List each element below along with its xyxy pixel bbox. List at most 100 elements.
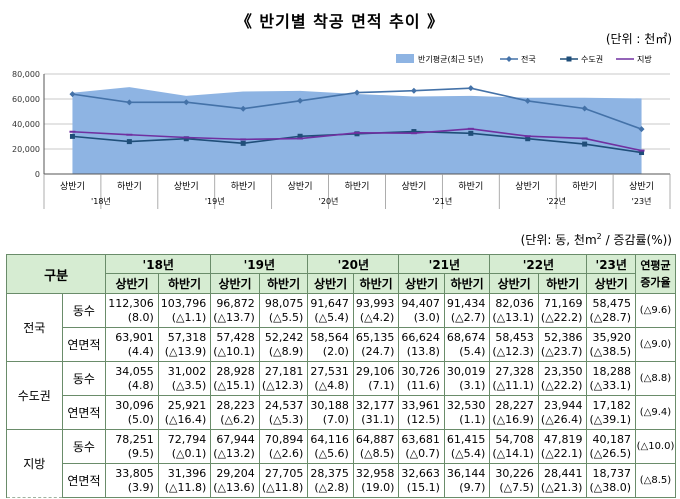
value-cell: 78,251 (9.5): [105, 429, 159, 464]
value-cell: 68,674 (5.4): [443, 327, 491, 362]
value-cell: 65,135 (24.7): [352, 327, 400, 362]
cell-rate: (△22.1): [540, 446, 583, 460]
data-point: [126, 99, 133, 106]
cell-rate: (△13.1): [492, 310, 534, 324]
cell-rate: (△13.2): [213, 446, 255, 460]
cell-rate: (△0.7): [405, 446, 440, 460]
cell-value: 58,564: [310, 330, 349, 344]
value-cell: 52,386 (△23.7): [537, 327, 588, 362]
cagr-cell: (△9.6): [635, 293, 676, 328]
cell-value: 91,647: [310, 296, 349, 310]
data-point: [240, 140, 246, 146]
value-cell: 30,188 (7.0): [307, 395, 354, 430]
value-cell: 72,794 (△0.1): [157, 429, 212, 464]
cell-value: 17,182: [592, 398, 632, 412]
cell-rate: (△26.4): [540, 412, 583, 426]
value-cell: 58,564 (2.0): [307, 327, 354, 362]
metric-label: 연면적: [61, 395, 107, 430]
cell-value: 54,708: [495, 432, 534, 446]
header-year: '23년: [586, 254, 636, 274]
cell-value: 91,434: [446, 296, 486, 310]
cell-rate: (△3.5): [171, 378, 207, 392]
value-cell: 61,415 (△5.4): [443, 429, 491, 464]
value-cell: 66,624 (13.8): [398, 327, 445, 362]
value-cell: 64,116 (△5.6): [307, 429, 354, 464]
value-cell: 29,106 (7.1): [352, 361, 400, 396]
cell-rate: (△16.4): [164, 412, 207, 426]
header-half: 상반기: [398, 273, 445, 294]
value-cell: 28,227 (△16.9): [489, 395, 539, 430]
value-cell: 32,530 (1.1): [443, 395, 491, 430]
metric-label: 동수: [61, 429, 107, 464]
value-cell: 32,663 (15.1): [398, 463, 445, 498]
header-gubun: 구분: [5, 254, 107, 294]
cell-value: 94,407: [401, 296, 440, 310]
data-point: [183, 136, 189, 142]
cell-value: 29,204: [216, 466, 255, 480]
cell-value: 68,674: [446, 330, 486, 344]
metric-label: 연면적: [61, 327, 107, 362]
table-body: 전국 동수 112,306 (8.0) 103,796 (△1.1) 96,872 (△13.…: [6, 293, 676, 498]
value-cell: 32,958 (19.0): [352, 463, 400, 498]
value-cell: 27,328 (△11.1): [489, 361, 539, 396]
x-year-label: '19년: [205, 196, 225, 206]
x-tick-label: 하반기: [231, 181, 256, 192]
data-point: [524, 97, 531, 104]
cell-rate: (△33.1): [589, 378, 631, 392]
cell-value: 33,961: [401, 398, 440, 412]
cell-value: 32,530: [446, 398, 486, 412]
cagr-cell: (△9.0): [635, 327, 676, 362]
cell-value: 33,805: [115, 466, 154, 480]
cell-value: 65,135: [355, 330, 395, 344]
cell-rate: (△21.3): [540, 480, 583, 494]
cell-value: 52,386: [543, 330, 583, 344]
cell-rate: (△5.6): [314, 446, 349, 460]
cell-rate: (5.0): [127, 412, 154, 426]
table-row: 연면적 33,805 (3.9) 31,396 (△11.8) 29,204 (△13.6)…: [7, 463, 676, 498]
value-cell: 93,993 (△4.2): [352, 293, 400, 328]
value-cell: 63,901 (4.4): [105, 327, 159, 362]
cell-rate: (13.8): [406, 344, 440, 358]
value-cell: 33,805 (3.9): [105, 463, 159, 498]
cell-rate: (8.0): [127, 310, 154, 324]
x-tick-label: 상반기: [288, 181, 313, 192]
x-year-label: '18년: [91, 196, 111, 206]
cell-value: 35,920: [592, 330, 632, 344]
cagr-cell: (△10.0): [635, 429, 676, 464]
value-cell: 54,708 (△14.1): [489, 429, 539, 464]
table-row: 수도권 동수 34,055 (4.8) 31,002 (△3.5) 28,928 (△15.1…: [6, 361, 676, 430]
value-cell: 23,944 (△26.4): [537, 395, 588, 430]
value-cell: 31,396 (△11.8): [157, 463, 212, 498]
cell-rate: (4.4): [127, 344, 154, 358]
cell-rate: (△8.5): [359, 446, 395, 460]
cell-value: 58,475: [592, 296, 632, 310]
value-cell: 30,019 (3.1): [443, 361, 491, 396]
data-point: [582, 141, 588, 147]
cell-rate: (△28.7): [589, 310, 631, 324]
data-point: [638, 126, 645, 133]
cell-rate: (11.6): [406, 378, 440, 392]
cell-rate: (△38.5): [589, 344, 631, 358]
data-point: [297, 133, 303, 139]
x-tick-label: 상반기: [515, 181, 540, 192]
cagr-cell: (△8.5): [635, 463, 676, 498]
value-cell: 67,944 (△13.2): [210, 429, 260, 464]
x-tick-label: 상반기: [401, 181, 426, 192]
cell-value: 66,624: [401, 330, 440, 344]
cell-value: 30,726: [401, 364, 440, 378]
value-cell: 17,182 (△39.1): [586, 395, 636, 430]
cell-value: 27,705: [264, 466, 304, 480]
y-tick-label: 0: [35, 170, 40, 179]
x-year-label: '22년: [546, 196, 566, 206]
legend-swatch: [396, 54, 414, 63]
data-point: [126, 139, 132, 145]
cell-rate: (31.1): [361, 412, 395, 426]
header-half: 하반기: [537, 273, 588, 294]
cell-rate: (24.7): [361, 344, 395, 358]
cell-rate: (△2.7): [450, 310, 486, 324]
cell-value: 28,223: [216, 398, 255, 412]
header-year: '22년: [489, 254, 588, 274]
header-half: 하반기: [443, 273, 491, 294]
cell-value: 27,328: [495, 364, 534, 378]
cell-rate: (△6.2): [220, 412, 255, 426]
